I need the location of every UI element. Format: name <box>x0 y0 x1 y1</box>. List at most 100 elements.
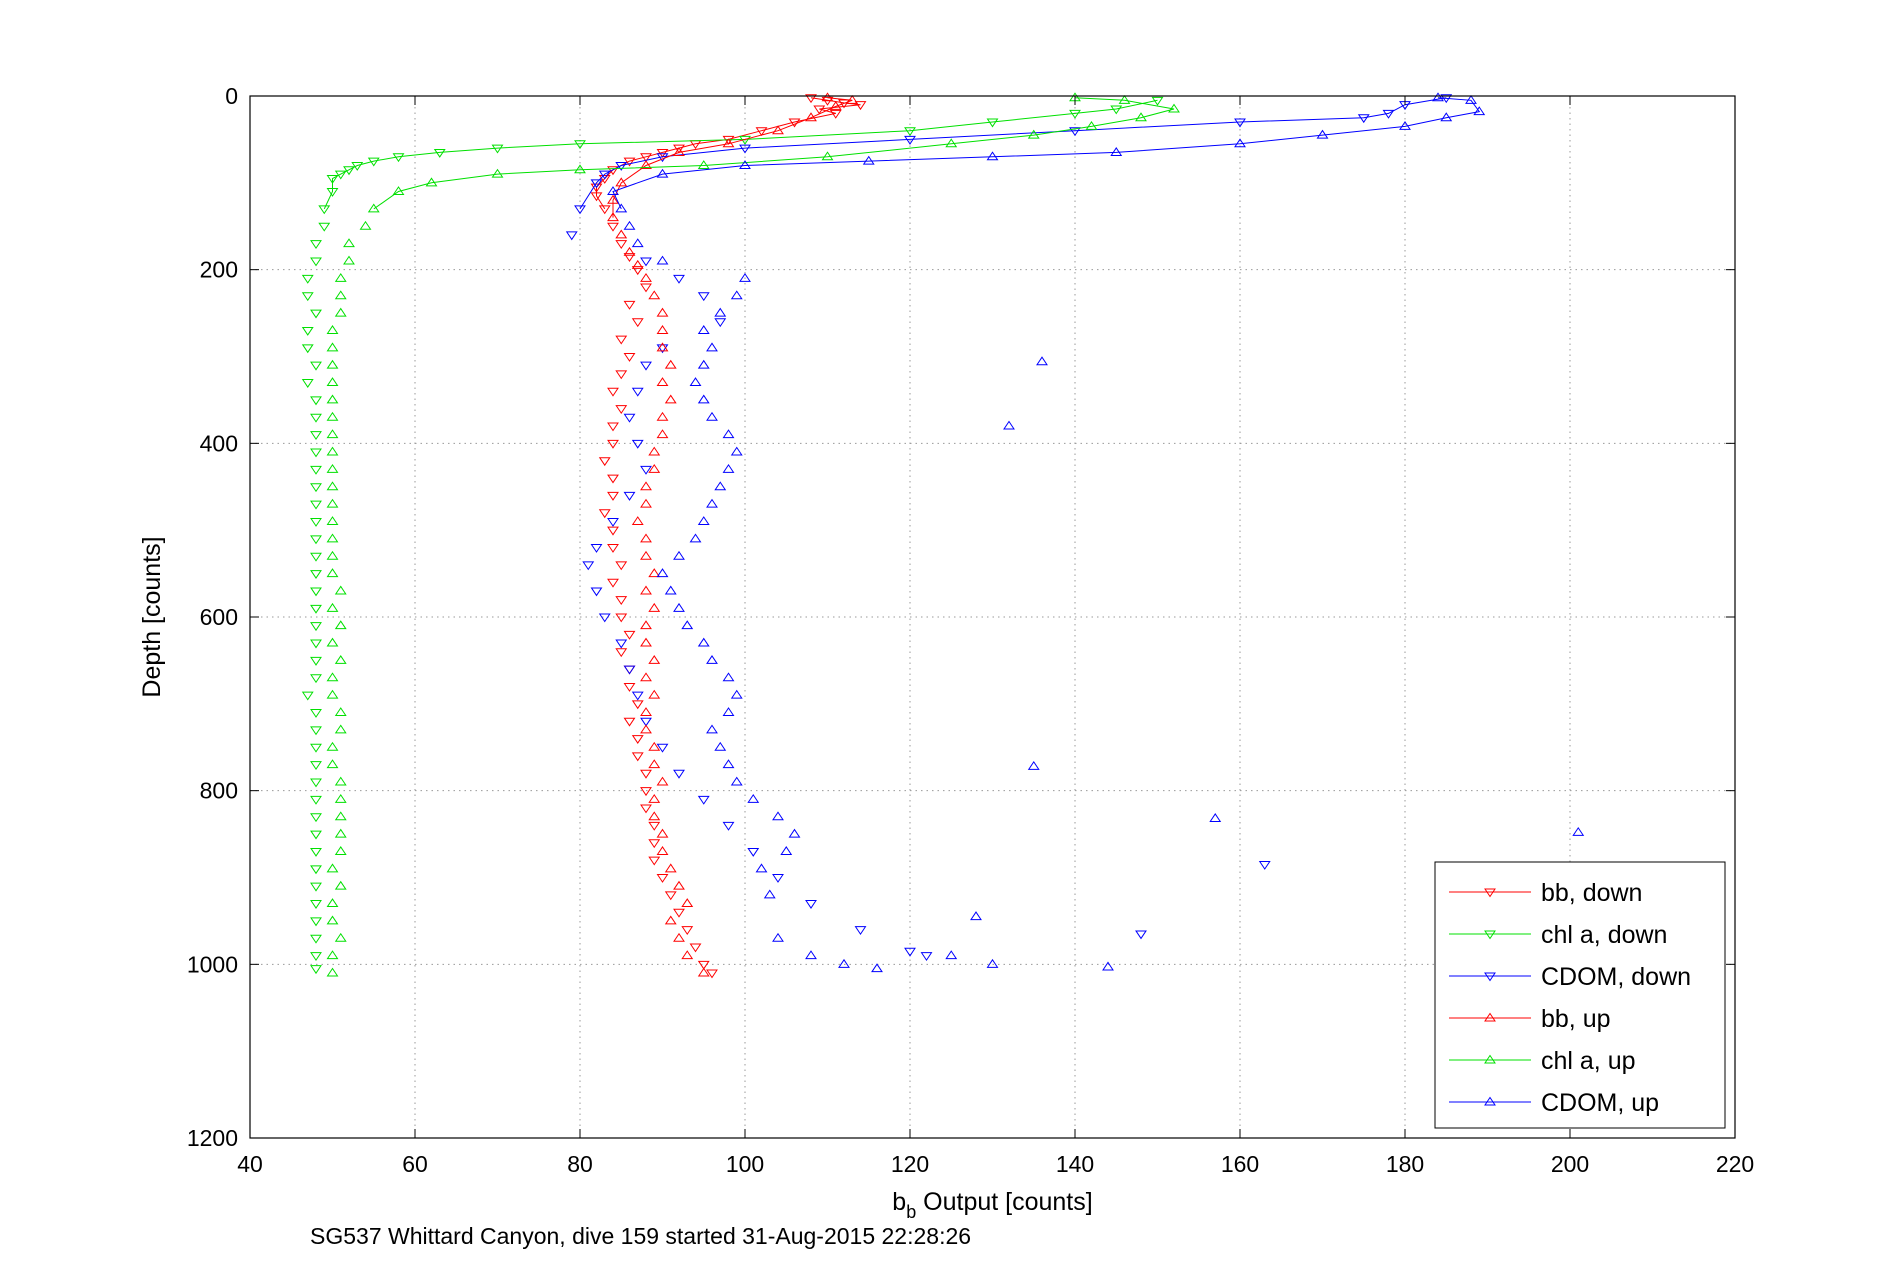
data-point <box>640 498 652 508</box>
data-point <box>664 394 677 404</box>
data-point <box>673 602 685 612</box>
data-point <box>631 266 644 276</box>
data-point <box>1234 118 1246 128</box>
data-point <box>986 118 999 128</box>
data-point <box>343 255 355 265</box>
legend-swatch-marker <box>1484 1012 1496 1022</box>
data-point <box>805 112 817 122</box>
data-point <box>673 908 685 918</box>
data-point <box>648 741 661 751</box>
series-line <box>373 97 1175 210</box>
data-point <box>730 446 743 456</box>
data-point <box>631 700 644 710</box>
data-point <box>607 517 619 527</box>
data-point <box>310 639 322 649</box>
data-point <box>722 463 735 473</box>
data-point <box>1069 109 1081 119</box>
data-point <box>623 157 636 167</box>
data-point <box>310 552 322 562</box>
data-point <box>640 257 652 267</box>
data-point <box>714 481 727 491</box>
legend-label: bb, up <box>1541 1005 1611 1033</box>
data-point <box>706 655 718 664</box>
data-point <box>780 846 793 855</box>
data-point <box>681 950 694 960</box>
data-point <box>1572 826 1585 836</box>
data-point <box>343 238 355 248</box>
data-point <box>310 483 322 493</box>
data-point <box>640 272 652 282</box>
data-point <box>310 257 322 267</box>
data-point <box>326 672 339 682</box>
data-point <box>673 147 685 156</box>
data-point <box>326 741 339 751</box>
data-point <box>607 212 619 222</box>
data-point <box>648 839 661 849</box>
data-point <box>714 307 727 317</box>
data-point <box>656 344 669 354</box>
legend-label: chl a, up <box>1541 1047 1636 1075</box>
data-point <box>598 509 611 519</box>
data-point <box>1209 813 1222 822</box>
data-point <box>607 474 619 484</box>
data-point <box>318 222 331 232</box>
data-point <box>673 550 685 560</box>
data-point <box>656 874 669 883</box>
data-point <box>829 109 842 119</box>
data-point <box>945 138 958 148</box>
data-point <box>739 160 751 169</box>
data-point <box>697 292 710 302</box>
data-point <box>318 205 331 215</box>
series-line <box>612 97 1481 210</box>
data-point <box>1316 129 1329 139</box>
data-point <box>945 950 958 960</box>
data-point <box>582 561 595 571</box>
data-point <box>640 585 652 595</box>
data-point <box>681 620 694 630</box>
data-point <box>739 144 751 154</box>
data-point <box>310 795 322 805</box>
data-point <box>607 186 619 196</box>
data-point <box>310 709 322 718</box>
data-point <box>607 166 619 176</box>
data-point <box>598 174 611 184</box>
data-point <box>1258 860 1271 870</box>
data-point <box>623 491 636 501</box>
data-point <box>656 828 669 838</box>
data-point <box>310 778 322 788</box>
data-point <box>631 259 644 269</box>
data-point <box>747 793 760 803</box>
data-point <box>310 448 322 458</box>
legend-label: CDOM, down <box>1541 963 1691 991</box>
data-point <box>648 759 661 769</box>
data-point <box>615 639 628 649</box>
caption: SG537 Whittard Canyon, dive 159 started … <box>310 1223 971 1249</box>
data-point <box>648 793 661 803</box>
data-point <box>334 932 347 942</box>
data-point <box>730 290 743 300</box>
data-point <box>656 411 669 421</box>
data-point <box>615 240 628 250</box>
x-tick-label: 120 <box>891 1151 929 1177</box>
data-point <box>326 637 339 647</box>
data-point <box>1465 94 1477 104</box>
data-point <box>590 587 603 597</box>
data-point <box>598 205 611 215</box>
data-point <box>1399 120 1411 130</box>
data-point <box>310 952 322 962</box>
data-point <box>615 613 628 623</box>
data-point <box>359 220 372 230</box>
data-point <box>706 342 718 352</box>
data-point <box>821 151 834 161</box>
data-point <box>623 665 636 675</box>
data-point <box>310 882 322 892</box>
data-point <box>656 568 669 578</box>
data-point <box>326 863 339 873</box>
data-point <box>640 481 652 491</box>
data-point <box>689 533 702 543</box>
data-point <box>1135 112 1147 122</box>
series-3 <box>607 92 859 977</box>
data-point <box>310 813 322 823</box>
data-point <box>1085 120 1098 130</box>
series-layer <box>301 92 1585 979</box>
